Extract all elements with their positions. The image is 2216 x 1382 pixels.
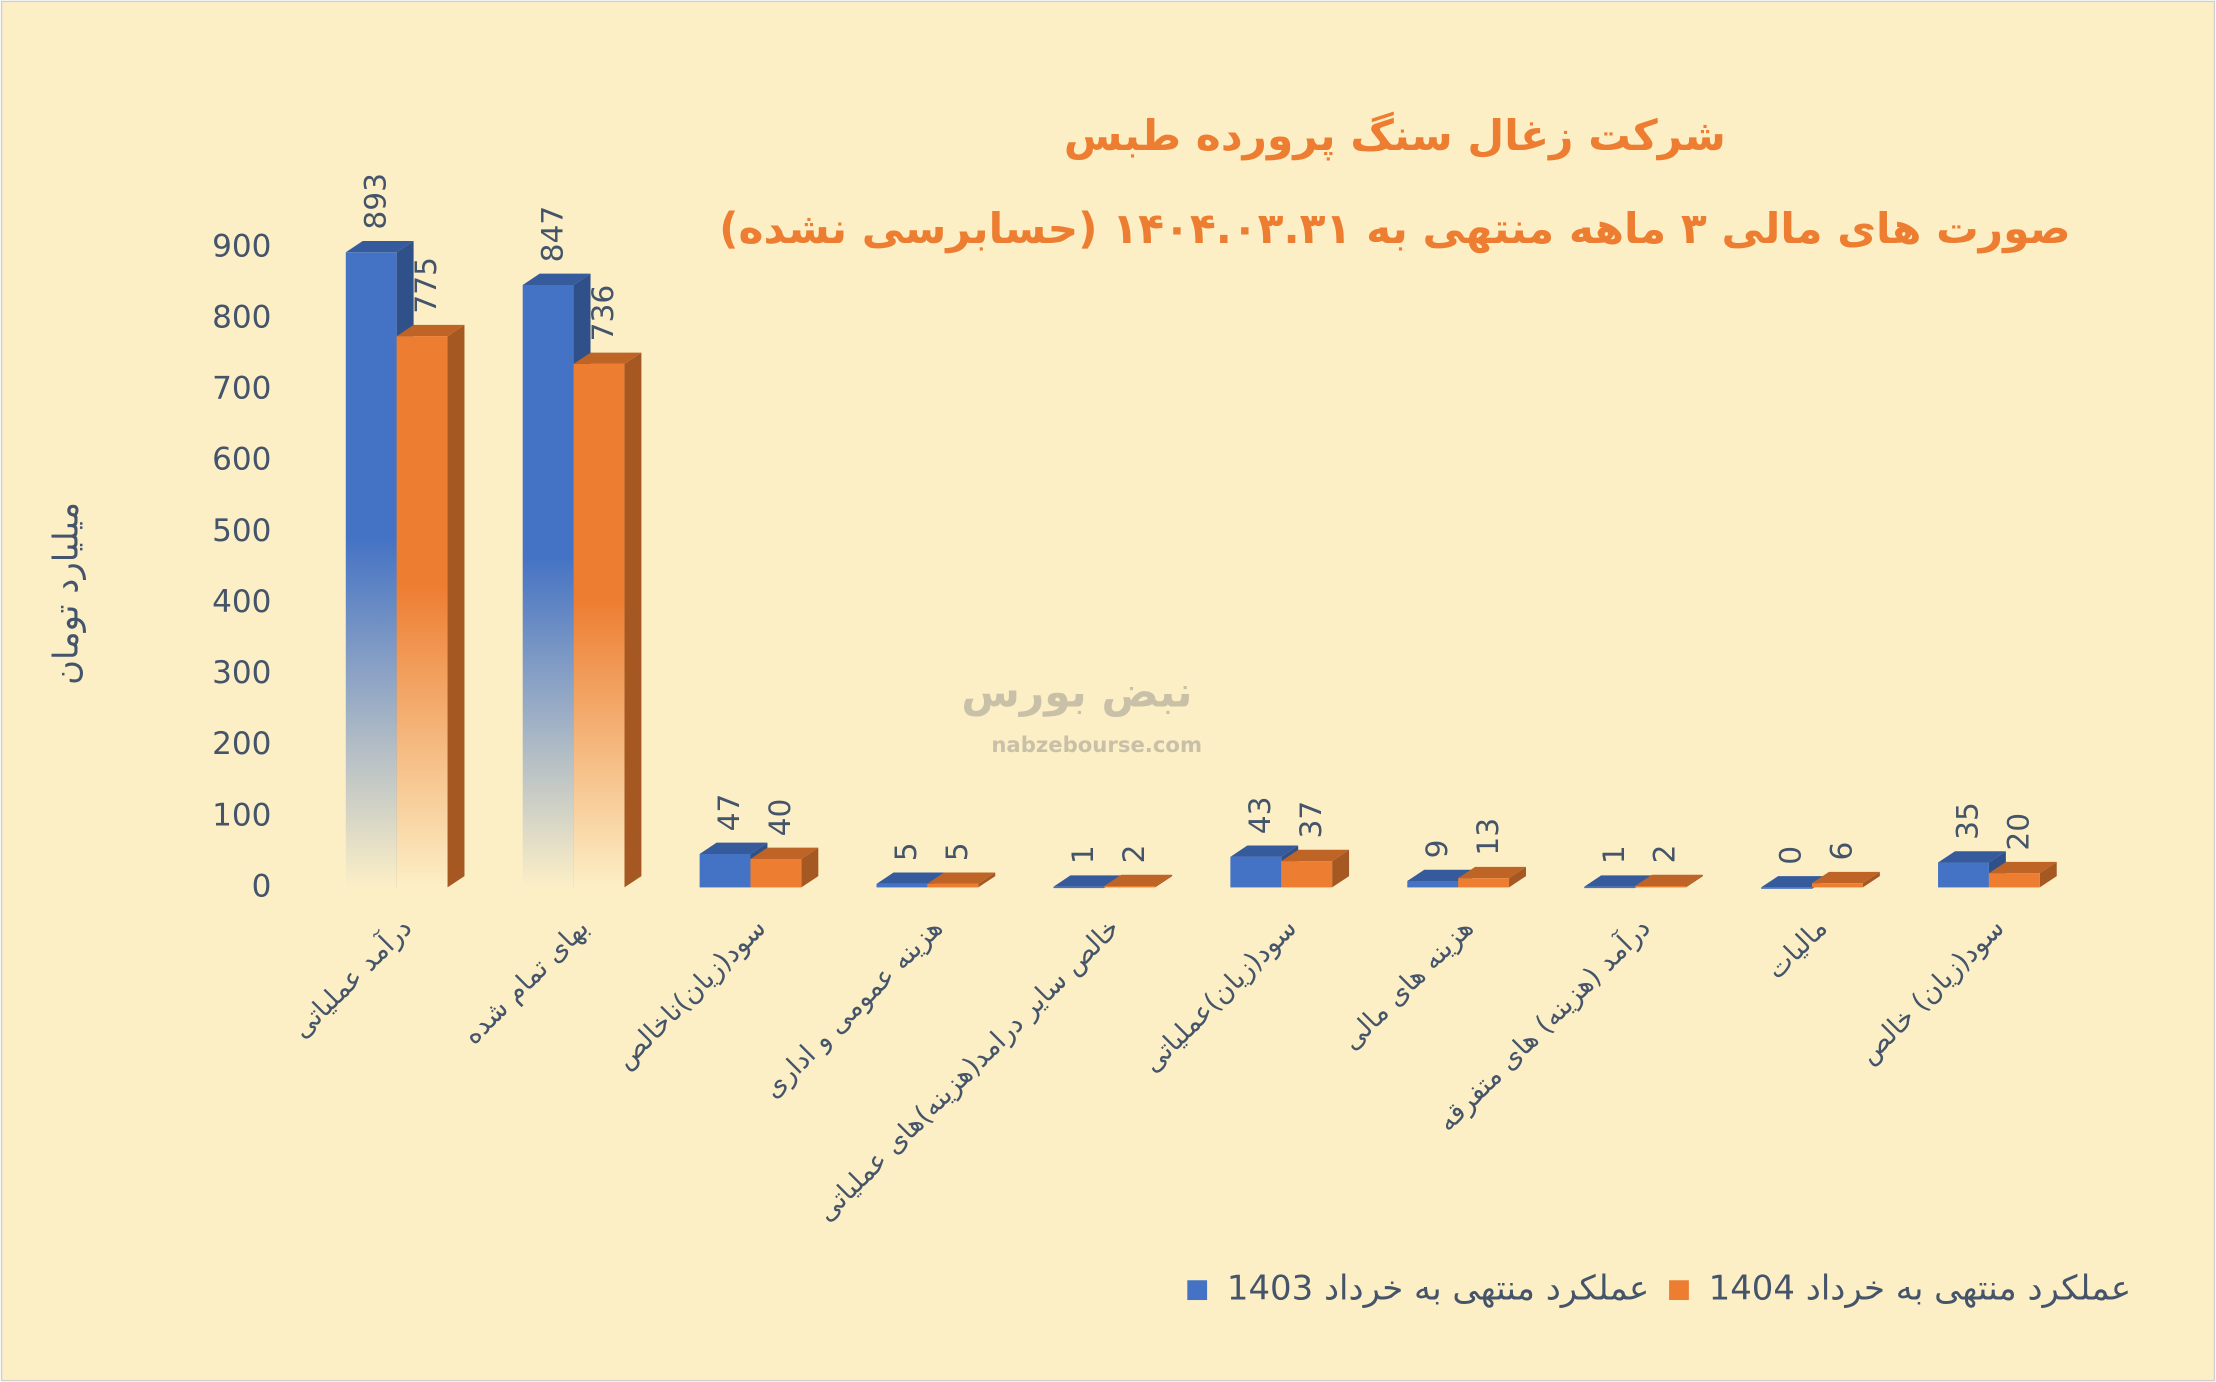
bar	[345, 252, 397, 888]
bar-side	[447, 324, 465, 888]
data-label: 5	[888, 842, 923, 861]
y-tick-label: 200	[212, 726, 271, 762]
data-label: 47	[711, 794, 746, 832]
data-label: 40	[762, 799, 797, 837]
bar-side	[978, 872, 996, 888]
y-axis-label: میلیارد تومان	[46, 502, 86, 685]
bar-top	[1938, 851, 2006, 863]
watermark: نبض بورس	[961, 668, 1192, 718]
bar-side	[801, 847, 819, 888]
chart-subtitle: صورت های مالی ۳ ماهه منتهی به ۱۴۰۴.۰۳.۳۱…	[719, 204, 2070, 254]
bar-side	[624, 352, 642, 888]
data-label: 893	[357, 173, 392, 230]
bar	[1988, 873, 2040, 888]
bar-side	[1685, 874, 1703, 888]
bar	[1053, 886, 1105, 889]
bar-top	[750, 847, 819, 859]
legend-label: عملکرد منتهی به خرداد 1404	[1709, 1269, 2131, 1309]
data-label: 847	[534, 206, 569, 263]
bar	[522, 284, 574, 888]
y-tick-label: 900	[212, 228, 271, 264]
bar	[396, 336, 448, 888]
y-tick-label: 600	[212, 442, 271, 478]
data-label: 775	[408, 257, 443, 314]
bar	[1407, 881, 1459, 888]
bar	[699, 853, 751, 888]
bar	[1584, 886, 1636, 889]
data-label: 2	[1647, 845, 1682, 864]
bar	[927, 883, 979, 888]
data-label: 736	[585, 285, 620, 342]
bar-top	[699, 842, 768, 854]
data-label: 20	[2001, 813, 2036, 851]
bar-top	[1230, 845, 1299, 857]
legend-swatch	[1187, 1280, 1208, 1301]
bar	[1281, 861, 1333, 888]
bar-side	[2039, 861, 2057, 888]
y-tick-label: 800	[212, 299, 271, 335]
y-tick-label: 300	[212, 655, 271, 691]
legend-label: عملکرد منتهی به خرداد 1403	[1227, 1269, 1649, 1309]
chart-title: شرکت زغال سنگ پرورده طبس	[1064, 111, 1726, 161]
bar-top	[1281, 849, 1350, 862]
data-label: 43	[1242, 796, 1277, 834]
y-tick-label: 500	[212, 513, 271, 549]
bar-top	[573, 352, 642, 364]
bar	[1458, 878, 1510, 888]
bar-top	[1053, 875, 1122, 887]
bar-side	[1332, 849, 1350, 888]
bar-side	[1509, 866, 1526, 888]
bar-top	[396, 324, 465, 337]
data-label: 5	[939, 842, 974, 861]
bar	[1761, 887, 1813, 889]
bar-top	[1458, 866, 1526, 879]
bar-top	[1104, 874, 1173, 886]
y-tick-label: 400	[212, 584, 271, 620]
bar	[1938, 862, 1989, 888]
data-label: 0	[1773, 846, 1808, 865]
bar	[1104, 885, 1156, 888]
bar	[573, 363, 625, 888]
y-tick-label: 700	[212, 371, 271, 407]
data-label: 9	[1419, 840, 1454, 859]
bar-top	[1584, 875, 1653, 887]
bar	[876, 883, 928, 888]
bar-top	[927, 872, 996, 884]
bar	[750, 858, 802, 888]
bar-top	[1635, 874, 1703, 886]
bar-top	[522, 273, 591, 285]
data-label: 1	[1596, 845, 1631, 864]
data-label: 35	[1950, 802, 1985, 840]
bar	[1812, 883, 1863, 888]
bar	[1230, 856, 1282, 888]
data-label: 13	[1470, 818, 1505, 856]
bar-top	[876, 872, 945, 884]
data-label: 37	[1293, 801, 1328, 839]
data-label: 6	[1824, 842, 1859, 861]
bar-top	[345, 240, 414, 253]
data-label: 1	[1065, 845, 1100, 864]
bar-top	[1812, 871, 1880, 884]
bar-side	[1155, 874, 1173, 888]
bar-side	[1862, 871, 1880, 888]
bar-top	[1988, 861, 2057, 874]
y-tick-label: 0	[252, 868, 272, 904]
data-label: 2	[1116, 845, 1151, 864]
legend-swatch	[1669, 1280, 1689, 1301]
bar	[1635, 885, 1686, 888]
y-tick-label: 100	[212, 797, 271, 833]
watermark: nabzebourse.com	[991, 732, 1202, 757]
